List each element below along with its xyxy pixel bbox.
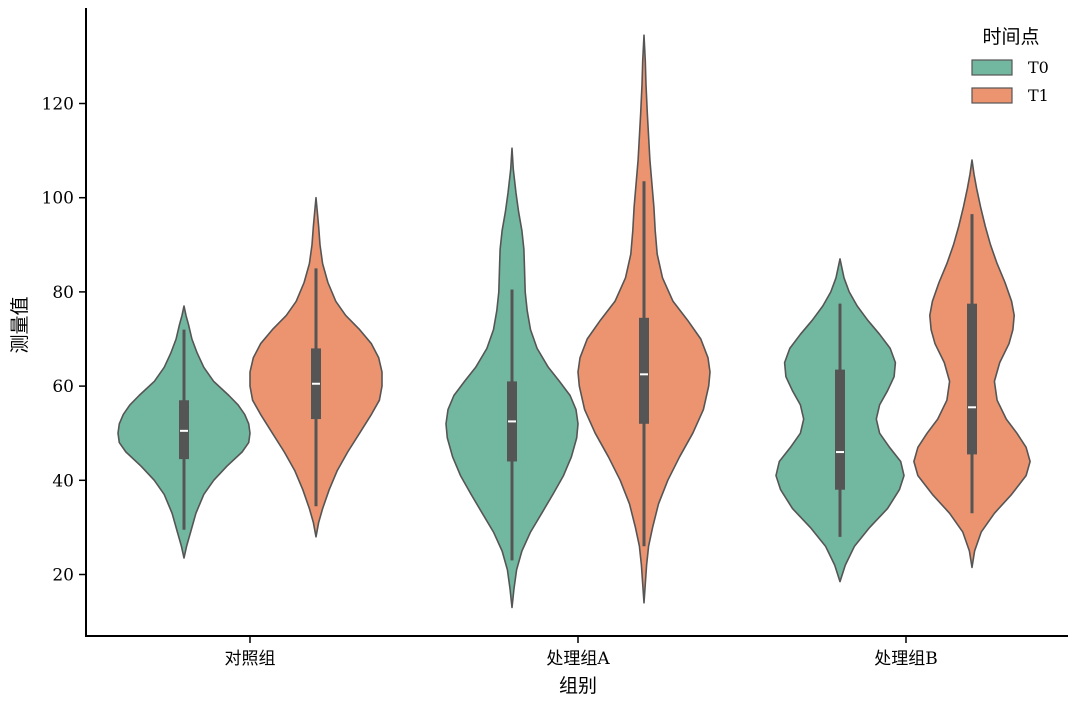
iqr-box <box>835 369 845 490</box>
legend: 时间点 T0 T1 <box>971 26 1049 105</box>
legend-swatch-t0 <box>971 59 1013 76</box>
y-tick-label: 40 <box>52 471 74 491</box>
y-tick-label: 60 <box>52 377 74 397</box>
axes: 20 40 60 80 100 120 对照组 处理组A 处理组B <box>42 8 1068 669</box>
legend-label-t1: T1 <box>1028 86 1049 105</box>
x-tick-label: 处理组B <box>874 649 938 669</box>
plot-area <box>117 34 1031 609</box>
x-axis-title: 组别 <box>559 675 597 697</box>
y-tick-label: 80 <box>52 283 74 303</box>
iqr-box <box>179 400 189 460</box>
y-tick-label: 20 <box>52 566 74 586</box>
legend-swatch-t1 <box>971 87 1013 104</box>
x-tick-label: 对照组 <box>225 649 276 669</box>
iqr-box <box>967 303 977 455</box>
y-axis-title: 测量值 <box>9 296 31 353</box>
legend-label-t0: T0 <box>1028 58 1049 77</box>
x-tick-label: 处理组A <box>546 649 610 669</box>
y-tick-label: 100 <box>42 189 74 209</box>
iqr-box <box>639 317 649 424</box>
y-tick-label: 120 <box>42 95 74 115</box>
legend-title: 时间点 <box>982 26 1039 48</box>
